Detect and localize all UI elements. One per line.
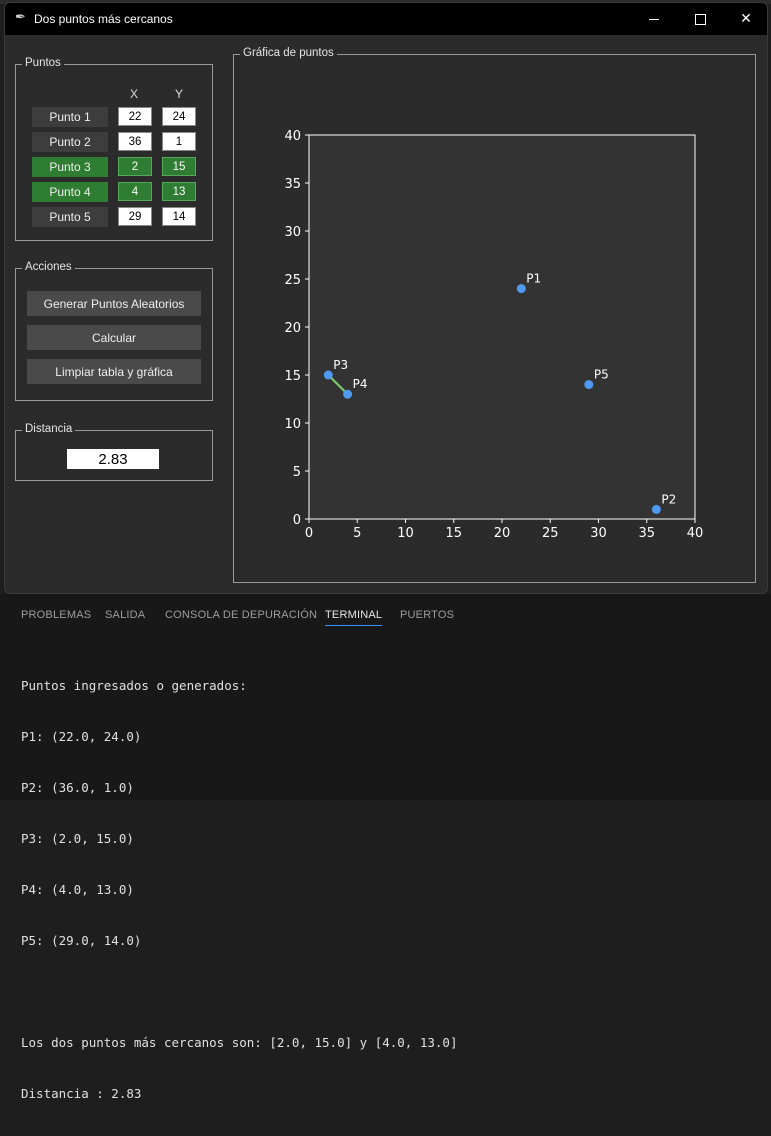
data-point <box>343 389 353 399</box>
y-tick-label: 25 <box>284 273 301 288</box>
point-5-x-input[interactable]: 29 <box>118 207 152 226</box>
x-tick-label: 10 <box>397 526 414 541</box>
point-3-x-input[interactable]: 2 <box>118 157 152 176</box>
calculate-button[interactable]: Calcular <box>27 325 201 350</box>
generate-points-button[interactable]: Generar Puntos Aleatorios <box>27 291 201 316</box>
scatter-chart: 0 5 10 15 20 25 30 35 40 0 5 10 15 20 25 30 35 40 P1 P2 P3 P4… <box>284 129 704 541</box>
point-3-y-input[interactable]: 15 <box>162 157 196 176</box>
y-tick-label: 0 <box>293 513 301 528</box>
point-1-x-input[interactable]: 22 <box>118 107 152 126</box>
puntos-frame: Puntos X Y Punto 1 22 24 Punto 2 36 1 Pu… <box>15 57 213 241</box>
point-1-y-input[interactable]: 24 <box>162 107 196 126</box>
minimize-icon <box>649 18 659 20</box>
y-tick-label: 40 <box>284 129 301 144</box>
data-point <box>323 370 333 380</box>
point-5-y-input[interactable]: 14 <box>162 207 196 226</box>
point-label: P2 <box>661 492 676 506</box>
terminal-line: P5: (29.0, 14.0) <box>21 933 142 948</box>
x-tick-label: 25 <box>542 526 559 541</box>
tab-problemas[interactable]: PROBLEMAS <box>21 609 92 621</box>
clear-table-button[interactable]: Limpiar tabla y gráfica <box>27 359 201 384</box>
point-label: P3 <box>333 358 348 372</box>
close-button[interactable]: ✕ <box>723 3 767 35</box>
grafica-frame: Gráfica de puntos 0 5 10 15 20 25 30 35 40 0 5 10 15… <box>233 47 756 583</box>
point-5-button[interactable]: Punto 5 <box>32 207 108 227</box>
y-tick-label: 30 <box>284 225 301 240</box>
close-icon: ✕ <box>740 11 752 27</box>
closest-pair-line <box>327 374 349 395</box>
column-x-header: X <box>130 87 139 101</box>
point-label: P1 <box>526 272 541 286</box>
point-2-y-input[interactable]: 1 <box>162 132 196 151</box>
grafica-legend: Gráfica de puntos <box>240 47 337 59</box>
panel-tabs: PROBLEMAS SALIDA CONSOLA DE DEPURACIÓN T… <box>0 594 771 634</box>
tab-salida[interactable]: SALIDA <box>105 609 146 621</box>
plot-area <box>308 134 696 520</box>
y-tick-label: 10 <box>284 417 301 432</box>
column-y-header: Y <box>175 87 184 101</box>
point-label: P4 <box>353 377 368 391</box>
point-2-x-input[interactable]: 36 <box>118 132 152 151</box>
distancia-legend: Distancia <box>22 423 76 435</box>
point-4-y-input[interactable]: 13 <box>162 182 196 201</box>
tab-puertos[interactable]: PUERTOS <box>400 609 455 621</box>
puntos-legend: Puntos <box>22 57 64 69</box>
terminal-line: P2: (36.0, 1.0) <box>21 780 134 795</box>
point-label: P5 <box>594 368 609 382</box>
distance-value: 2.83 <box>67 449 159 469</box>
terminal-line: Los dos puntos más cercanos son: [2.0, 1… <box>21 1035 458 1050</box>
x-tick-label: 0 <box>305 526 313 541</box>
terminal-line: P4: (4.0, 13.0) <box>21 882 134 897</box>
x-tick-label: 30 <box>590 526 607 541</box>
app-window: ✒ Dos puntos más cercanos ✕ Puntos X Y P… <box>4 2 768 594</box>
point-2-button[interactable]: Punto 2 <box>32 132 108 152</box>
point-4-button[interactable]: Punto 4 <box>32 182 108 202</box>
data-point <box>516 284 526 294</box>
feather-icon: ✒ <box>15 10 26 25</box>
distancia-frame: Distancia 2.83 <box>15 423 213 481</box>
maximize-button[interactable] <box>677 3 723 35</box>
minimize-button[interactable] <box>631 3 677 35</box>
x-tick-label: 20 <box>494 526 511 541</box>
y-tick-label: 15 <box>284 369 301 384</box>
x-tick-label: 35 <box>638 526 655 541</box>
point-3-button[interactable]: Punto 3 <box>32 157 108 177</box>
maximize-icon <box>694 13 706 25</box>
data-point <box>584 380 594 390</box>
tab-terminal[interactable]: TERMINAL <box>325 609 383 626</box>
window-title: Dos puntos más cercanos <box>34 12 173 26</box>
acciones-frame: Acciones Generar Puntos Aleatorios Calcu… <box>15 261 213 401</box>
x-tick-label: 5 <box>353 526 361 541</box>
data-point <box>651 504 661 514</box>
terminal-output[interactable]: Puntos ingresados o generados: P1: (22.0… <box>21 643 458 1136</box>
terminal-line: P1: (22.0, 24.0) <box>21 729 142 744</box>
terminal-line: P3: (2.0, 15.0) <box>21 831 134 846</box>
point-4-x-input[interactable]: 4 <box>118 182 152 201</box>
bottom-panel: PROBLEMAS SALIDA CONSOLA DE DEPURACIÓN T… <box>0 594 771 1101</box>
tab-consola-depuracion[interactable]: CONSOLA DE DEPURACIÓN <box>165 609 318 621</box>
title-bar[interactable]: ✒ Dos puntos más cercanos ✕ <box>5 3 767 35</box>
terminal-line <box>21 983 458 1000</box>
acciones-legend: Acciones <box>22 261 75 273</box>
terminal-line: Distancia : 2.83 <box>21 1086 142 1101</box>
x-tick-label: 40 <box>687 526 704 541</box>
y-tick-label: 20 <box>284 321 301 336</box>
y-tick-label: 35 <box>284 177 301 192</box>
y-tick-label: 5 <box>293 465 301 480</box>
terminal-line: Puntos ingresados o generados: <box>21 678 247 693</box>
x-tick-label: 15 <box>445 526 462 541</box>
point-1-button[interactable]: Punto 1 <box>32 107 108 127</box>
